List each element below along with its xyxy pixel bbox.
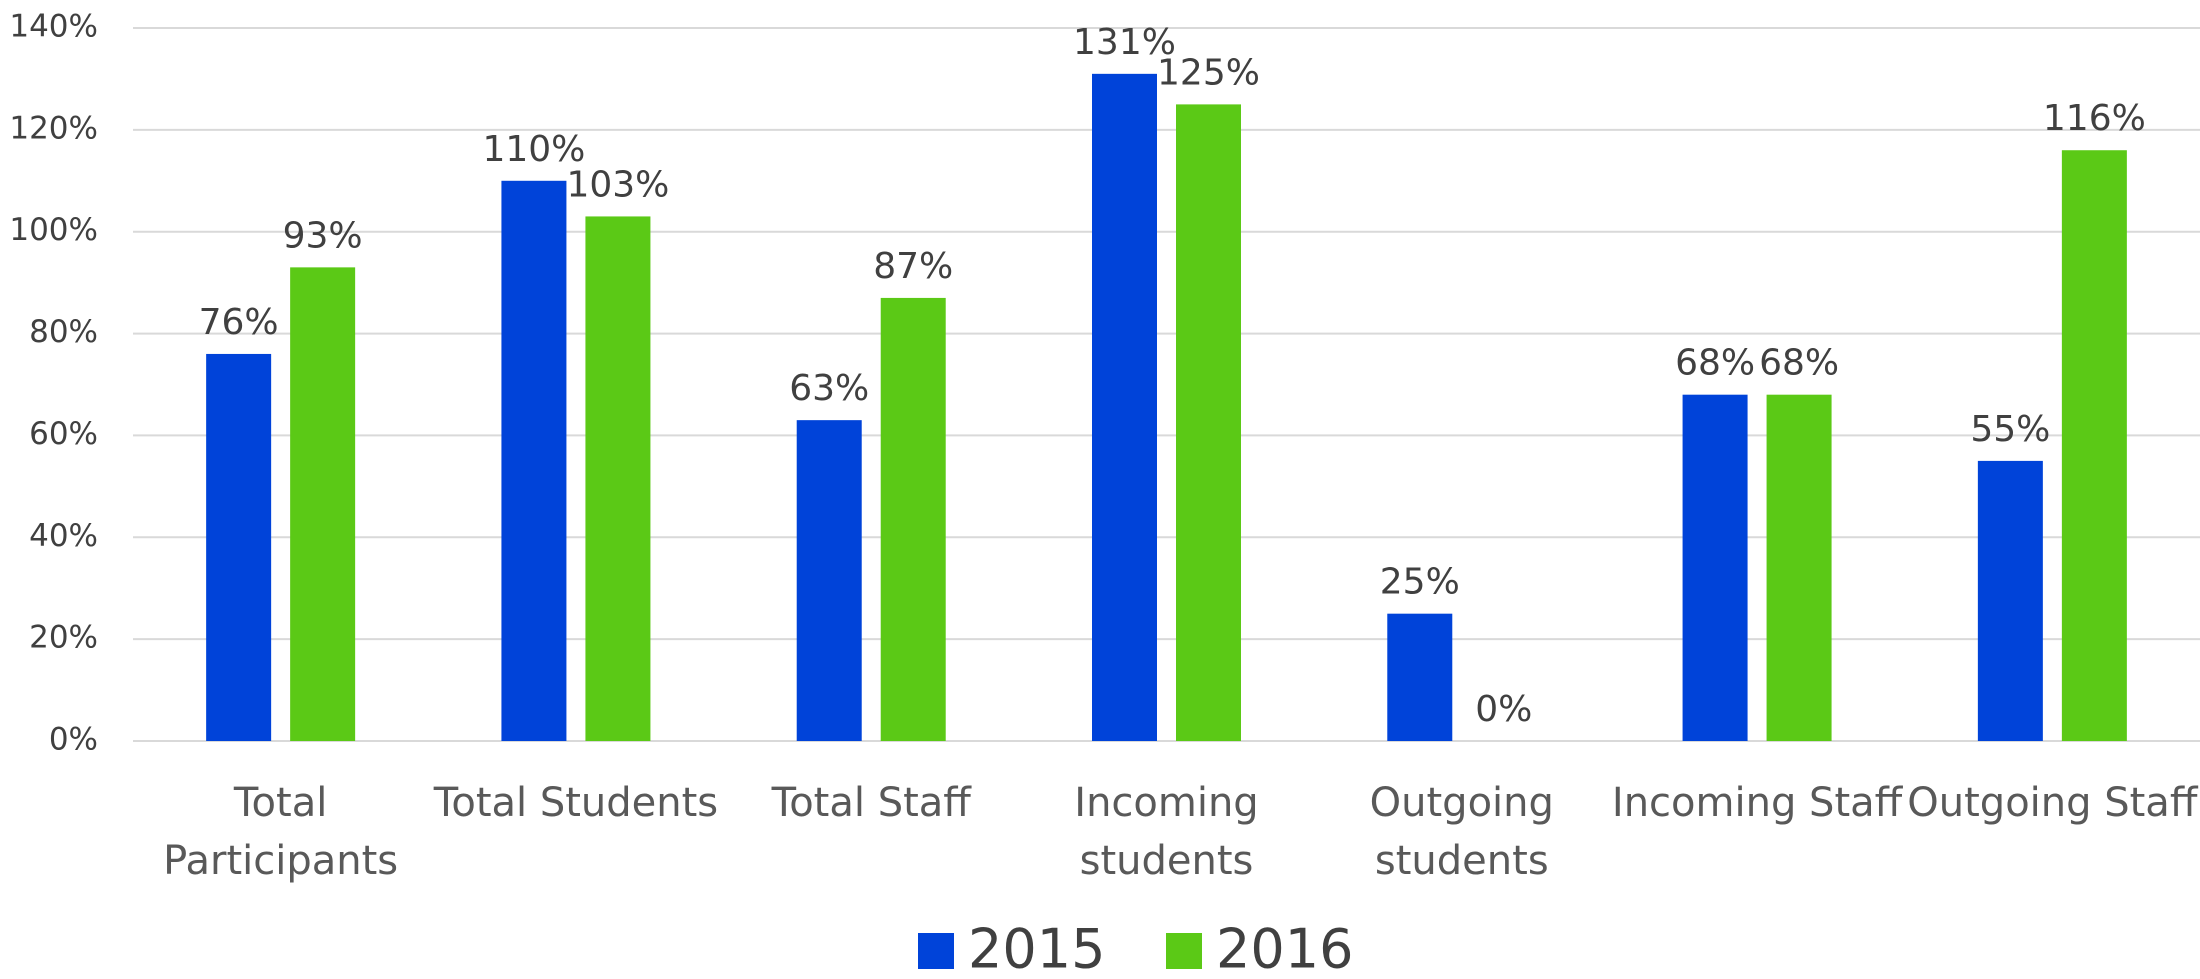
x-tick-label: Outgoing students [1369, 780, 1554, 884]
y-tick-label: 140% [9, 9, 98, 45]
bar [290, 267, 356, 741]
data-label: 68% [1675, 343, 1755, 384]
data-label: 87% [873, 246, 953, 287]
x-tick-label: Incoming Staff [1611, 780, 1903, 826]
data-label: 0% [1475, 689, 1532, 730]
data-label: 131% [1073, 22, 1176, 63]
legend-swatch [1166, 933, 1202, 969]
data-label: 55% [1970, 409, 2050, 450]
data-label: 68% [1759, 343, 1839, 384]
x-tick-label: Total Participants [163, 780, 399, 884]
x-tick-label: Outgoing Staff [1907, 780, 2198, 826]
bar [1092, 73, 1157, 742]
legend-swatch [918, 933, 954, 969]
bar [2061, 150, 2127, 741]
y-tick-label: 80% [29, 314, 98, 350]
y-tick-label: 60% [29, 416, 98, 452]
legend-label: 2016 [1216, 918, 1353, 979]
x-tick-label: Total Staff [771, 780, 971, 826]
data-label: 63% [789, 368, 869, 409]
x-tick-label: Incoming students [1074, 780, 1259, 884]
bar [206, 353, 272, 741]
bar [1766, 394, 1832, 741]
data-label: 125% [1157, 52, 1260, 93]
legend-label: 2015 [968, 918, 1105, 979]
data-label: 25% [1380, 562, 1460, 603]
data-label: 110% [482, 129, 585, 170]
bar [1176, 104, 1241, 741]
data-label: 76% [199, 302, 279, 343]
data-label: 103% [566, 164, 669, 205]
y-tick-label: 100% [9, 212, 98, 248]
bar [1387, 613, 1453, 741]
y-tick-label: 40% [29, 518, 98, 554]
bar [501, 180, 567, 742]
y-tick-label: 20% [29, 620, 98, 656]
bar [796, 420, 862, 741]
data-label: 93% [283, 215, 363, 256]
bar [1977, 460, 2043, 741]
bar [880, 297, 946, 741]
data-label: 116% [2043, 98, 2146, 139]
y-tick-label: 0% [49, 722, 98, 758]
y-tick-label: 120% [9, 110, 98, 146]
bar [1682, 394, 1748, 741]
bar [585, 216, 651, 741]
x-tick-label: Total Students [433, 780, 719, 826]
